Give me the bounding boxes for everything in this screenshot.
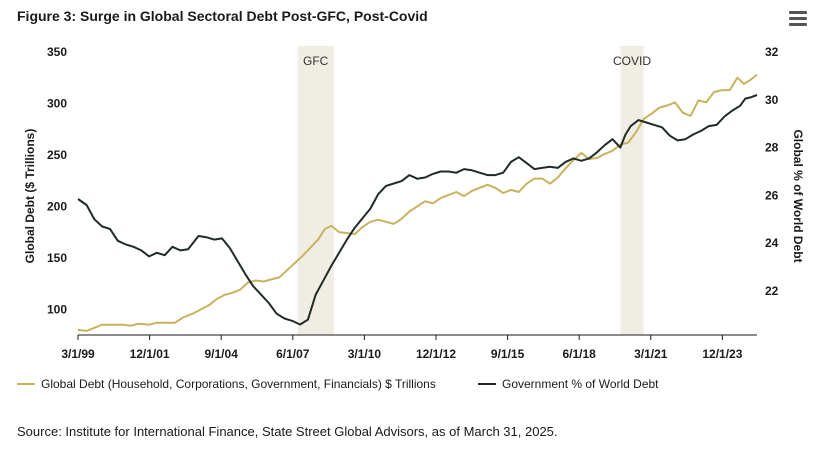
series-line-global-debt [77, 73, 758, 332]
x-tick-label: 3/1/10 [348, 347, 382, 361]
y-tick-left-label: 250 [47, 148, 67, 162]
y-tick-right-label: 22 [765, 284, 779, 298]
legend-label-global-debt: Global Debt (Household, Corporations, Go… [41, 377, 436, 391]
y-axis-right-label: Global % of World Debt [791, 129, 805, 262]
y-tick-left-label: 350 [47, 45, 67, 59]
chart-title: Figure 3: Surge in Global Sectoral Debt … [17, 8, 428, 24]
y-tick-right-label: 30 [765, 93, 779, 107]
event-band-gfc [297, 46, 334, 335]
event-band-label-covid: COVID [613, 54, 651, 68]
legend-item-global-debt: Global Debt (Household, Corporations, Go… [17, 377, 436, 391]
x-tick-label: 12/1/12 [416, 347, 456, 361]
chart-lines [77, 73, 758, 332]
series-line-government-share [77, 94, 758, 326]
legend-label-government-share: Government % of World Debt [502, 377, 659, 391]
x-tick-label: 9/1/04 [205, 347, 239, 361]
y-tick-left-label: 150 [47, 251, 67, 265]
x-tick-label: 9/1/15 [491, 347, 525, 361]
y-tick-left-label: 200 [47, 199, 67, 213]
event-band-covid [620, 46, 644, 335]
x-tick-label: 3/1/99 [61, 347, 95, 361]
legend-swatch-global-debt [17, 383, 35, 385]
legend-swatch-government-share [478, 383, 496, 385]
event-bands: GFC COVID [297, 46, 651, 335]
x-tick-label: 6/1/18 [562, 347, 596, 361]
legend-item-government-share: Government % of World Debt [478, 377, 659, 391]
event-band-label-gfc: GFC [303, 54, 329, 68]
y-tick-right-label: 26 [765, 188, 779, 202]
hamburger-menu-icon[interactable] [789, 11, 807, 27]
y-tick-right-label: 32 [765, 45, 779, 59]
x-tick-label: 6/1/07 [276, 347, 310, 361]
y-tick-right-label: 28 [765, 141, 779, 155]
y-tick-left-label: 100 [47, 302, 67, 316]
y-tick-left-label: 300 [47, 96, 67, 110]
x-tick-label: 12/1/23 [702, 347, 742, 361]
y-axis-left-label: Global Debt ($ Trillions) [23, 129, 37, 264]
y-tick-right-label: 24 [765, 236, 779, 250]
chart-axes: 100 150 200 250 300 350 22 24 26 28 30 32 3/1/99 12/1… [47, 45, 779, 361]
source-note: Source: Institute for International Fina… [17, 424, 558, 439]
line-chart: GFC COVID 100 150 200 250 300 350 22 24 26 28 30 32 3… [23, 45, 805, 361]
x-tick-label: 3/1/21 [634, 347, 668, 361]
x-tick-label: 12/1/01 [130, 347, 170, 361]
